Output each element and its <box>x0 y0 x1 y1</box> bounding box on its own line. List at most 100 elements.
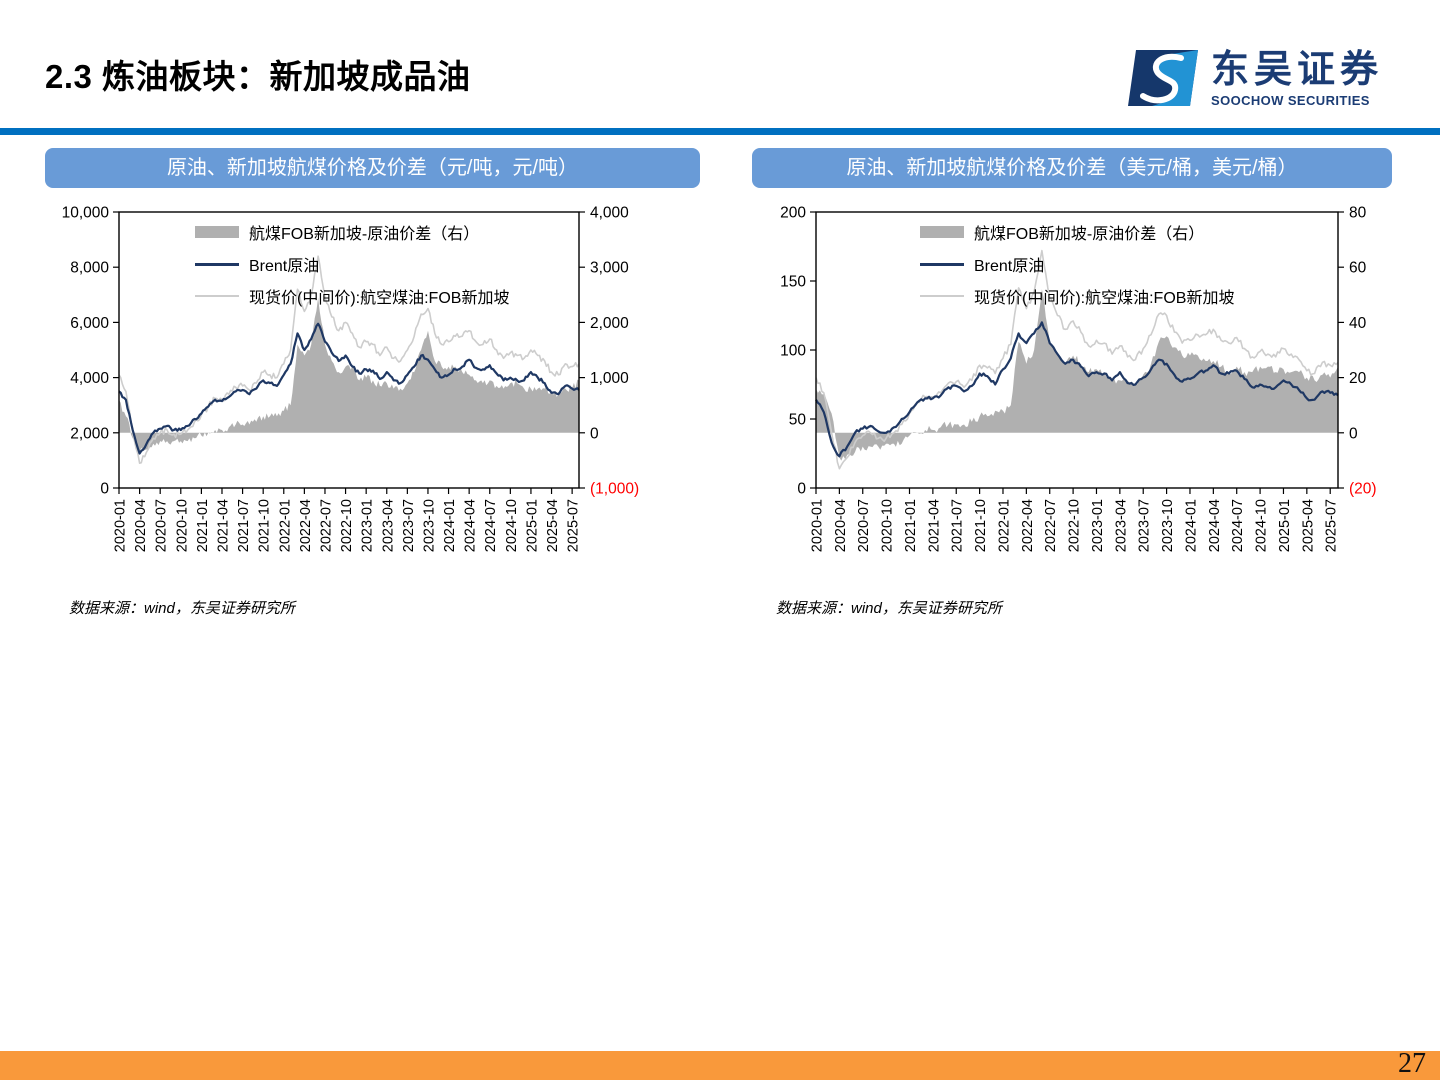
legend-label: 航煤FOB新加坡-原油价差（右） <box>974 226 1205 243</box>
series-area-spread <box>816 289 1338 461</box>
x-tick-label: 2021-01 <box>195 499 211 552</box>
x-tick-label: 2024-01 <box>442 499 458 552</box>
y-left-tick-label: 4,000 <box>70 370 109 387</box>
source-note-left: 数据来源：wind，东吴证券研究所 <box>69 600 295 617</box>
legend-item: 现货价(中间价):航空煤油:FOB新加坡 <box>920 284 1234 308</box>
x-tick-label: 2020-01 <box>113 499 129 552</box>
x-tick-label: 2023-04 <box>380 499 396 552</box>
chart-canvas-left: 0 2,000 4,000 6,000 8,000 10,000 (1,000) 0 1,000… <box>62 205 640 553</box>
series-line <box>815 321 1339 458</box>
y-left-tick-label: 0 <box>797 481 806 498</box>
x-tick-label: 2024-04 <box>463 499 479 552</box>
x-tick-label: 2024-10 <box>504 499 520 552</box>
legend-swatch-line <box>920 295 964 297</box>
x-tick-label: 2023-01 <box>1090 499 1106 552</box>
x-tick-label: 2023-01 <box>360 499 376 552</box>
x-tick-label: 2022-01 <box>277 499 293 552</box>
x-tick-label: 2020-04 <box>833 499 849 552</box>
page-number: 27 <box>1398 1048 1426 1079</box>
y-right-tick-label: (1,000) <box>590 481 639 498</box>
x-tick-label: 2023-10 <box>1160 499 1176 552</box>
y-left-tick-label: 150 <box>780 274 806 291</box>
x-tick-label: 2025-04 <box>1300 499 1316 552</box>
x-tick-label: 2022-01 <box>996 499 1012 552</box>
series-line <box>118 322 580 455</box>
y-right-tick-label: 40 <box>1349 315 1367 332</box>
y-right-tick-label: 0 <box>1349 425 1358 442</box>
legend-label: 现货价(中间价):航空煤油:FOB新加坡 <box>249 290 510 307</box>
chart-legend-left: 航煤FOB新加坡-原油价差（右） Brent原油现货价(中间价):航空煤油:FOB… <box>195 220 509 308</box>
y-right-tick-label: 4,000 <box>590 205 629 222</box>
y-right-tick-label: 1,000 <box>590 370 629 387</box>
slide-title: 2.3 炼油板块：新加坡成品油 <box>45 58 471 95</box>
y-left-tick-label: 0 <box>100 481 109 498</box>
x-tick-label: 2024-04 <box>1207 499 1223 552</box>
x-tick-label: 2020-07 <box>856 499 872 552</box>
chart-wrap-right: 0 50 100 150 200 (20) 0 20 40 60 80 2020-01 2020-04 2… <box>752 198 1392 595</box>
legend-swatch-area <box>195 226 239 238</box>
x-tick-label: 2021-10 <box>257 499 273 552</box>
y-left-tick-label: 200 <box>780 205 806 222</box>
legend-swatch-line <box>195 295 239 297</box>
x-tick-label: 2025-07 <box>1324 499 1340 552</box>
footer-bar: 27 <box>0 1048 1440 1080</box>
legend-swatch-line <box>920 262 964 266</box>
series-area-spread <box>119 297 579 453</box>
series-line <box>118 255 580 464</box>
y-right-tick-label: 2,000 <box>590 315 629 332</box>
legend-label: Brent原油 <box>249 258 320 275</box>
legend-swatch-area <box>920 226 964 238</box>
y-left-tick-label: 6,000 <box>70 315 109 332</box>
x-tick-label: 2022-04 <box>1020 499 1036 552</box>
x-tick-label: 2022-07 <box>1043 499 1059 552</box>
y-left-tick-label: 100 <box>780 343 806 360</box>
chart-canvas-right: 0 50 100 150 200 (20) 0 20 40 60 80 2020-01 2020-04 2… <box>780 205 1376 553</box>
legend-label: 现货价(中间价):航空煤油:FOB新加坡 <box>974 290 1235 307</box>
chart-wrap-left: 0 2,000 4,000 6,000 8,000 10,000 (1,000) 0 1,000… <box>45 198 700 595</box>
x-tick-label: 2024-07 <box>1230 499 1246 552</box>
soochow-logo-icon <box>1128 50 1198 106</box>
x-tick-label: 2020-07 <box>154 499 170 552</box>
chart-title-left: 原油、新加坡航煤价格及价差（元/吨，元/吨） <box>45 148 700 188</box>
x-tick-label: 2022-07 <box>318 499 334 552</box>
chart-legend-right: 航煤FOB新加坡-原油价差（右） Brent原油现货价(中间价):航空煤油:FO… <box>920 220 1234 308</box>
legend-swatch-line <box>195 262 239 266</box>
brand-name-en: SOOCHOW SECURITIES <box>1211 92 1370 108</box>
x-tick-label: 2021-07 <box>950 499 966 552</box>
y-left-tick-label: 2,000 <box>70 425 109 442</box>
y-right-tick-label: 0 <box>590 425 599 442</box>
brand-logo: 东吴证券 SOOCHOW SECURITIES <box>1128 49 1383 108</box>
legend-item: 现货价(中间价):航空煤油:FOB新加坡 <box>195 284 509 308</box>
series-line <box>815 249 1339 470</box>
x-tick-label: 2021-01 <box>903 499 919 552</box>
x-tick-label: 2024-07 <box>483 499 499 552</box>
legend-item: 航煤FOB新加坡-原油价差（右） <box>920 220 1234 244</box>
chart-panel-right: 原油、新加坡航煤价格及价差（美元/桶，美元/桶） 0 50 100 150 200 (20… <box>752 148 1392 618</box>
x-tick-label: 2025-01 <box>524 499 540 552</box>
legend-item: Brent原油 <box>920 252 1234 276</box>
legend-item: Brent原油 <box>195 252 509 276</box>
x-tick-label: 2023-07 <box>1137 499 1153 552</box>
legend-item: 航煤FOB新加坡-原油价差（右） <box>195 220 509 244</box>
plot-border <box>118 211 580 489</box>
x-tick-label: 2021-07 <box>236 499 252 552</box>
y-left-tick-label: 10,000 <box>62 205 110 222</box>
x-tick-label: 2022-04 <box>298 499 314 552</box>
x-tick-label: 2025-04 <box>545 499 561 552</box>
y-left-tick-label: 50 <box>789 412 807 429</box>
y-right-tick-label: 60 <box>1349 260 1367 277</box>
x-tick-label: 2020-10 <box>880 499 896 552</box>
x-tick-label: 2021-04 <box>926 499 942 552</box>
x-tick-label: 2023-10 <box>421 499 437 552</box>
y-right-tick-label: 3,000 <box>590 260 629 277</box>
x-tick-label: 2023-07 <box>401 499 417 552</box>
y-left-tick-label: 8,000 <box>70 260 109 277</box>
source-note-right: 数据来源：wind，东吴证券研究所 <box>776 600 1002 617</box>
chart-panel-left: 原油、新加坡航煤价格及价差（元/吨，元/吨） 0 2,000 4,000 6,000 8… <box>45 148 700 618</box>
x-tick-label: 2020-01 <box>810 499 826 552</box>
header-divider <box>0 128 1440 135</box>
x-tick-label: 2021-10 <box>973 499 989 552</box>
y-right-tick-label: 80 <box>1349 205 1367 222</box>
x-tick-label: 2024-01 <box>1183 499 1199 552</box>
